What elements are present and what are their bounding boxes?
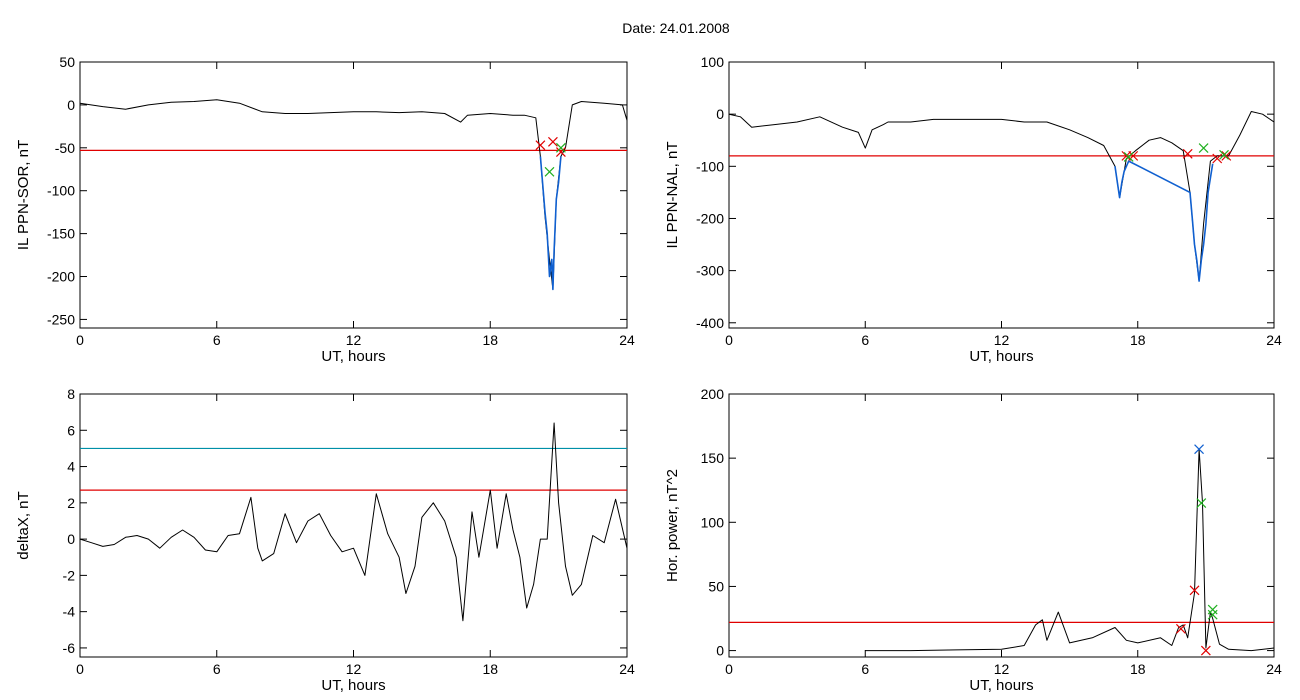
- marker-green: [1198, 143, 1209, 153]
- x-tick-label: 0: [725, 661, 733, 677]
- y-tick-label: -2: [63, 567, 76, 583]
- y-tick-label: 150: [701, 450, 725, 466]
- series-line: [80, 99, 627, 290]
- y-tick-label: -200: [696, 210, 724, 226]
- marker-green: [1196, 498, 1207, 508]
- plot-area: [80, 99, 627, 291]
- marker-green: [544, 166, 555, 177]
- x-tick-label: 12: [346, 661, 362, 677]
- y-axis-label: IL PPN-SOR, nT: [15, 140, 32, 250]
- x-axis-label: UT, hours: [969, 348, 1033, 365]
- y-tick-label: -200: [47, 269, 75, 285]
- y-tick-label: 4: [67, 459, 75, 475]
- y-tick-label: -100: [696, 158, 724, 174]
- marker-red: [1189, 585, 1200, 596]
- y-tick-label: 8: [67, 386, 75, 402]
- plot-frame: [79, 393, 628, 658]
- x-tick-label: 24: [1266, 332, 1282, 348]
- marker-blue: [1194, 444, 1204, 455]
- series-line: [865, 448, 1274, 652]
- y-tick-label: 2: [67, 495, 75, 511]
- x-tick-label: 0: [76, 661, 84, 677]
- y-tick-label: -250: [47, 311, 75, 327]
- marker-green: [1219, 149, 1229, 160]
- highlight-series-line: [1114, 160, 1214, 282]
- y-tick-label: -100: [47, 183, 75, 199]
- y-tick-label: 0: [67, 97, 75, 113]
- y-tick-label: 0: [716, 643, 724, 659]
- x-tick-label: 6: [861, 332, 869, 348]
- x-tick-label: 6: [861, 661, 869, 677]
- marker-red: [535, 140, 546, 151]
- chart-panel-4: 0 6 12 18 24 200 150 100 50 0 UT, hours Hor. power,…: [664, 386, 1282, 694]
- highlight-series-line: [539, 156, 562, 291]
- y-tick-label: -150: [47, 226, 75, 242]
- y-tick-label: -4: [63, 604, 76, 620]
- y-tick-label: 100: [701, 514, 725, 530]
- marker-green: [1123, 152, 1134, 162]
- marker-green: [555, 142, 566, 153]
- marker-red: [1200, 645, 1211, 656]
- plot-area: [80, 422, 627, 622]
- y-tick-label: 50: [59, 54, 75, 70]
- x-tick-label: 0: [725, 332, 733, 348]
- y-tick-label: 0: [67, 531, 75, 547]
- y-axis-label: Hor. power, nT^2: [664, 469, 681, 582]
- x-tick-label: 12: [994, 332, 1010, 348]
- y-tick-label: 50: [708, 578, 724, 594]
- x-tick-label: 12: [994, 661, 1010, 677]
- x-tick-label: 18: [482, 661, 498, 677]
- marker-red: [1175, 623, 1186, 634]
- x-tick-label: 6: [213, 661, 221, 677]
- y-tick-label: 6: [67, 422, 75, 438]
- y-tick-label: 100: [701, 54, 725, 70]
- x-tick-label: 18: [1130, 332, 1146, 348]
- y-tick-label: 200: [701, 386, 725, 402]
- x-axis-label: UT, hours: [321, 677, 385, 694]
- marker-green: [1207, 609, 1218, 620]
- x-tick-label: 24: [619, 661, 635, 677]
- y-axis-label: deltaX, nT: [15, 491, 32, 559]
- x-tick-label: 18: [1130, 661, 1146, 677]
- y-axis-label: IL PPN-NAL, nT: [664, 142, 681, 249]
- y-tick-label: -400: [696, 315, 724, 331]
- marker-red: [1182, 148, 1193, 159]
- x-tick-label: 24: [1266, 661, 1282, 677]
- y-tick-label: -50: [55, 140, 75, 156]
- chart-panel-2: 0 6 12 18 24 100 0 -100 -200 -300 -400 UT, hours IL …: [664, 54, 1282, 365]
- marker-red: [1221, 150, 1232, 161]
- marker-red: [1212, 153, 1223, 164]
- plot-frame: [728, 61, 1275, 329]
- x-tick-label: 6: [213, 332, 221, 348]
- x-axis-label: UT, hours: [969, 677, 1033, 694]
- x-tick-label: 0: [76, 332, 84, 348]
- plot-area: [729, 111, 1274, 282]
- plot-area: [729, 444, 1274, 656]
- series-line: [80, 422, 627, 622]
- y-tick-label: 0: [716, 106, 724, 122]
- marker-green: [1207, 604, 1218, 615]
- x-axis-label: UT, hours: [321, 348, 385, 365]
- plot-frame: [728, 393, 1275, 658]
- y-tick-label: -300: [696, 263, 724, 279]
- chart-panel-3: 0 6 12 18 24 8 6 4 2 0 -2 -4 -6 UT, hours deltaX, nT: [15, 386, 635, 694]
- x-tick-label: 18: [482, 332, 498, 348]
- x-tick-label: 24: [619, 332, 635, 348]
- plot-frame: [79, 61, 628, 329]
- series-line: [729, 111, 1274, 282]
- chart-panel-1: 0 6 12 18 24 50 0 -50 -100 -150 -200 -250 UT, hours I…: [15, 54, 635, 365]
- x-tick-label: 12: [346, 332, 362, 348]
- page-title: Date: 24.01.2008: [622, 20, 730, 36]
- marker-red: [548, 136, 558, 147]
- y-tick-label: -6: [63, 640, 76, 656]
- marker-red: [555, 147, 566, 158]
